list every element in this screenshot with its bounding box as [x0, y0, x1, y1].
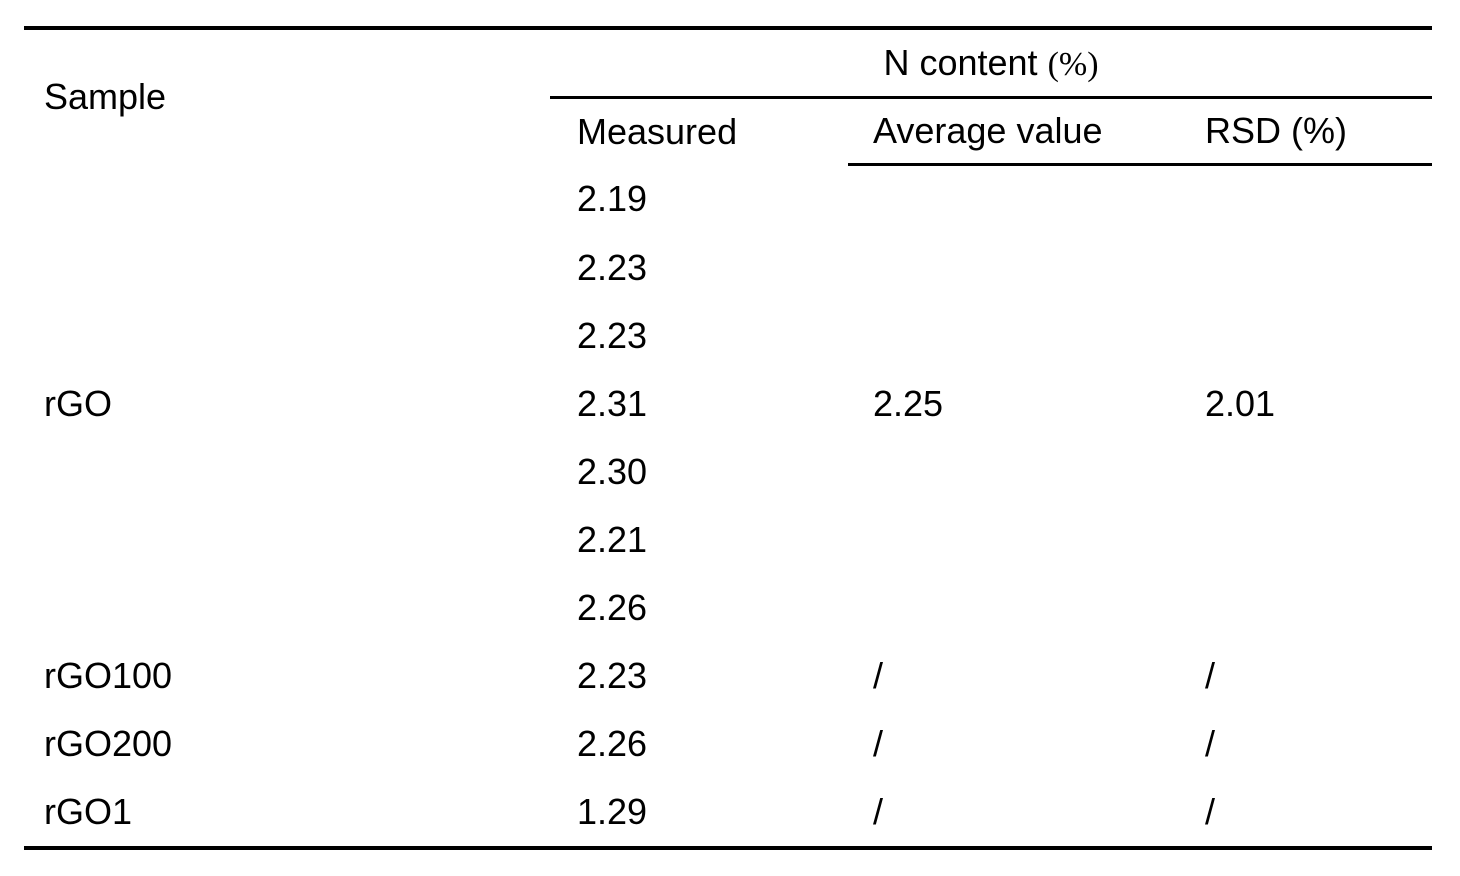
- measured-cell: 2.26: [577, 723, 648, 764]
- measured-cell: 1.29: [577, 791, 648, 832]
- table-row: rGO 2.31 2.25 2.01: [24, 370, 1432, 438]
- sample-cell: [24, 302, 550, 370]
- table-row: rGO1 1.29 / /: [24, 778, 1432, 848]
- average-cell: 2.25: [873, 383, 944, 424]
- rsd-cell: /: [1205, 791, 1216, 832]
- measured-cell: 2.21: [577, 519, 648, 560]
- n-content-group-header-text: N content: [883, 41, 1048, 83]
- measured-cell: 2.26: [577, 587, 648, 628]
- sample-cell: [24, 165, 550, 235]
- sample-cell: [24, 234, 550, 302]
- average-cell: [848, 165, 1180, 235]
- rsd-cell: [1180, 302, 1432, 370]
- sub-header-row: Measured Average value RSD (%): [24, 97, 1432, 166]
- measured-cell: 2.31: [577, 383, 648, 424]
- average-cell: /: [873, 655, 884, 696]
- table-row: 2.19: [24, 165, 1432, 235]
- measured-cell: 2.23: [577, 315, 648, 356]
- table-row: 2.26: [24, 574, 1432, 642]
- measured-cell: 2.30: [577, 451, 648, 492]
- sample-column-header: Sample: [44, 76, 167, 118]
- sample-cell: [24, 506, 550, 574]
- average-cell: [848, 506, 1180, 574]
- rsd-cell: /: [1205, 655, 1216, 696]
- sample-cell: rGO: [44, 383, 112, 424]
- rsd-cell: [1180, 165, 1432, 235]
- measured-cell: 2.23: [577, 655, 648, 696]
- n-content-group-header-unit: (%): [1047, 45, 1099, 83]
- sample-cell: [24, 438, 550, 506]
- table-row: 2.23: [24, 302, 1432, 370]
- rsd-cell: [1180, 438, 1432, 506]
- n-content-group-header: N content (%): [550, 28, 1432, 99]
- average-cell: /: [873, 791, 884, 832]
- average-cell: [848, 234, 1180, 302]
- average-cell: [848, 438, 1180, 506]
- average-value-column-header: Average value: [848, 97, 1180, 166]
- sample-cell: rGO1: [44, 791, 133, 832]
- table-row: rGO100 2.23 / /: [24, 642, 1432, 710]
- table-row: 2.21: [24, 506, 1432, 574]
- sample-cell: rGO100: [44, 655, 173, 696]
- rsd-column-header: RSD (%): [1180, 97, 1432, 166]
- table-row: rGO200 2.26 / /: [24, 710, 1432, 778]
- group-header-row: Sample N content (%): [24, 28, 1432, 115]
- rsd-cell: [1180, 506, 1432, 574]
- rsd-cell: [1180, 234, 1432, 302]
- sample-cell: [24, 574, 550, 642]
- rsd-cell: /: [1205, 723, 1216, 764]
- average-cell: [848, 574, 1180, 642]
- table-row: 2.30: [24, 438, 1432, 506]
- measured-column-header: Measured: [577, 110, 738, 152]
- average-cell: /: [873, 723, 884, 764]
- measured-cell: 2.19: [577, 178, 648, 220]
- measured-cell: 2.23: [577, 247, 648, 288]
- rsd-cell: [1180, 574, 1432, 642]
- n-content-table: Sample N content (%) Measured Average va…: [24, 26, 1432, 850]
- rsd-cell: 2.01: [1205, 383, 1276, 424]
- average-cell: [848, 302, 1180, 370]
- sample-cell: rGO200: [44, 723, 173, 764]
- table-row: 2.23: [24, 234, 1432, 302]
